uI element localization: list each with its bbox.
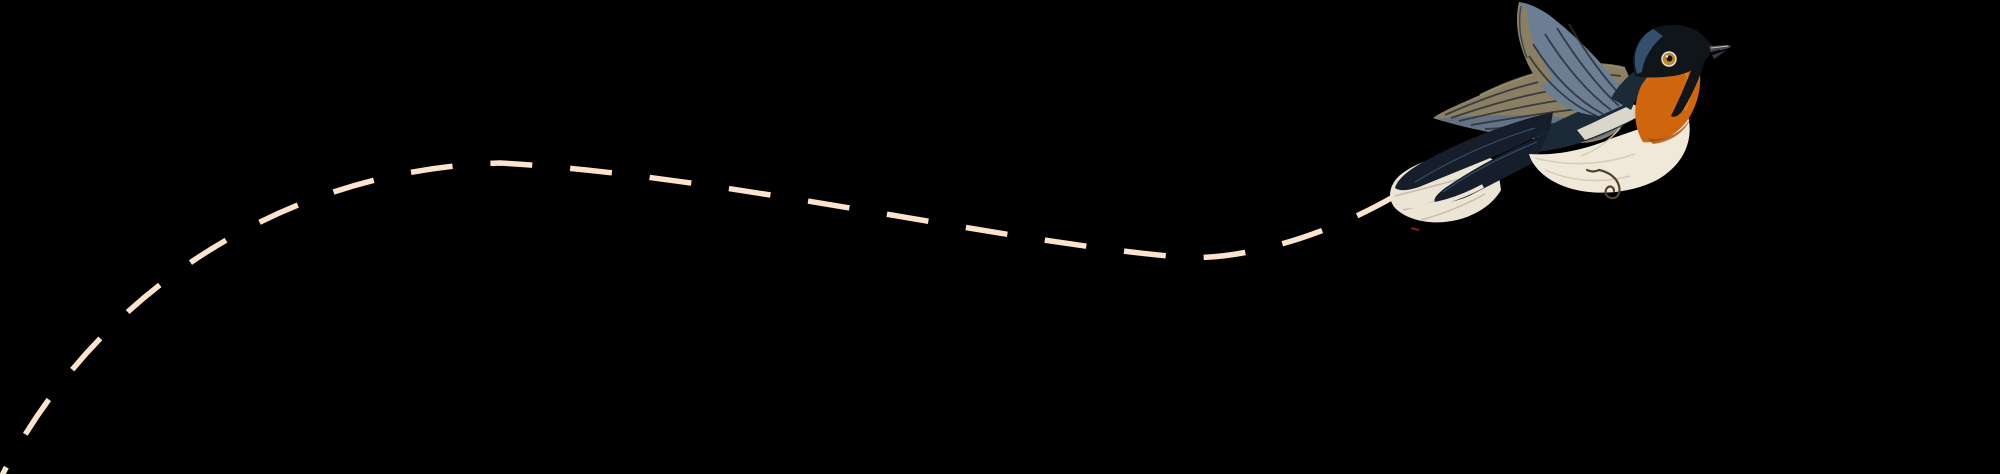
nape-sheen: [1634, 29, 1663, 74]
swallow-bird-illustration: [1390, 2, 1731, 231]
tail: [1395, 112, 1553, 209]
foot: [1585, 168, 1621, 200]
head: [1633, 24, 1715, 78]
malar-stripe: [1671, 52, 1707, 117]
red-speck: [1410, 227, 1420, 231]
eye: [1661, 51, 1677, 67]
beak: [1708, 45, 1731, 59]
flight-path-dashed-line: [0, 160, 1402, 474]
